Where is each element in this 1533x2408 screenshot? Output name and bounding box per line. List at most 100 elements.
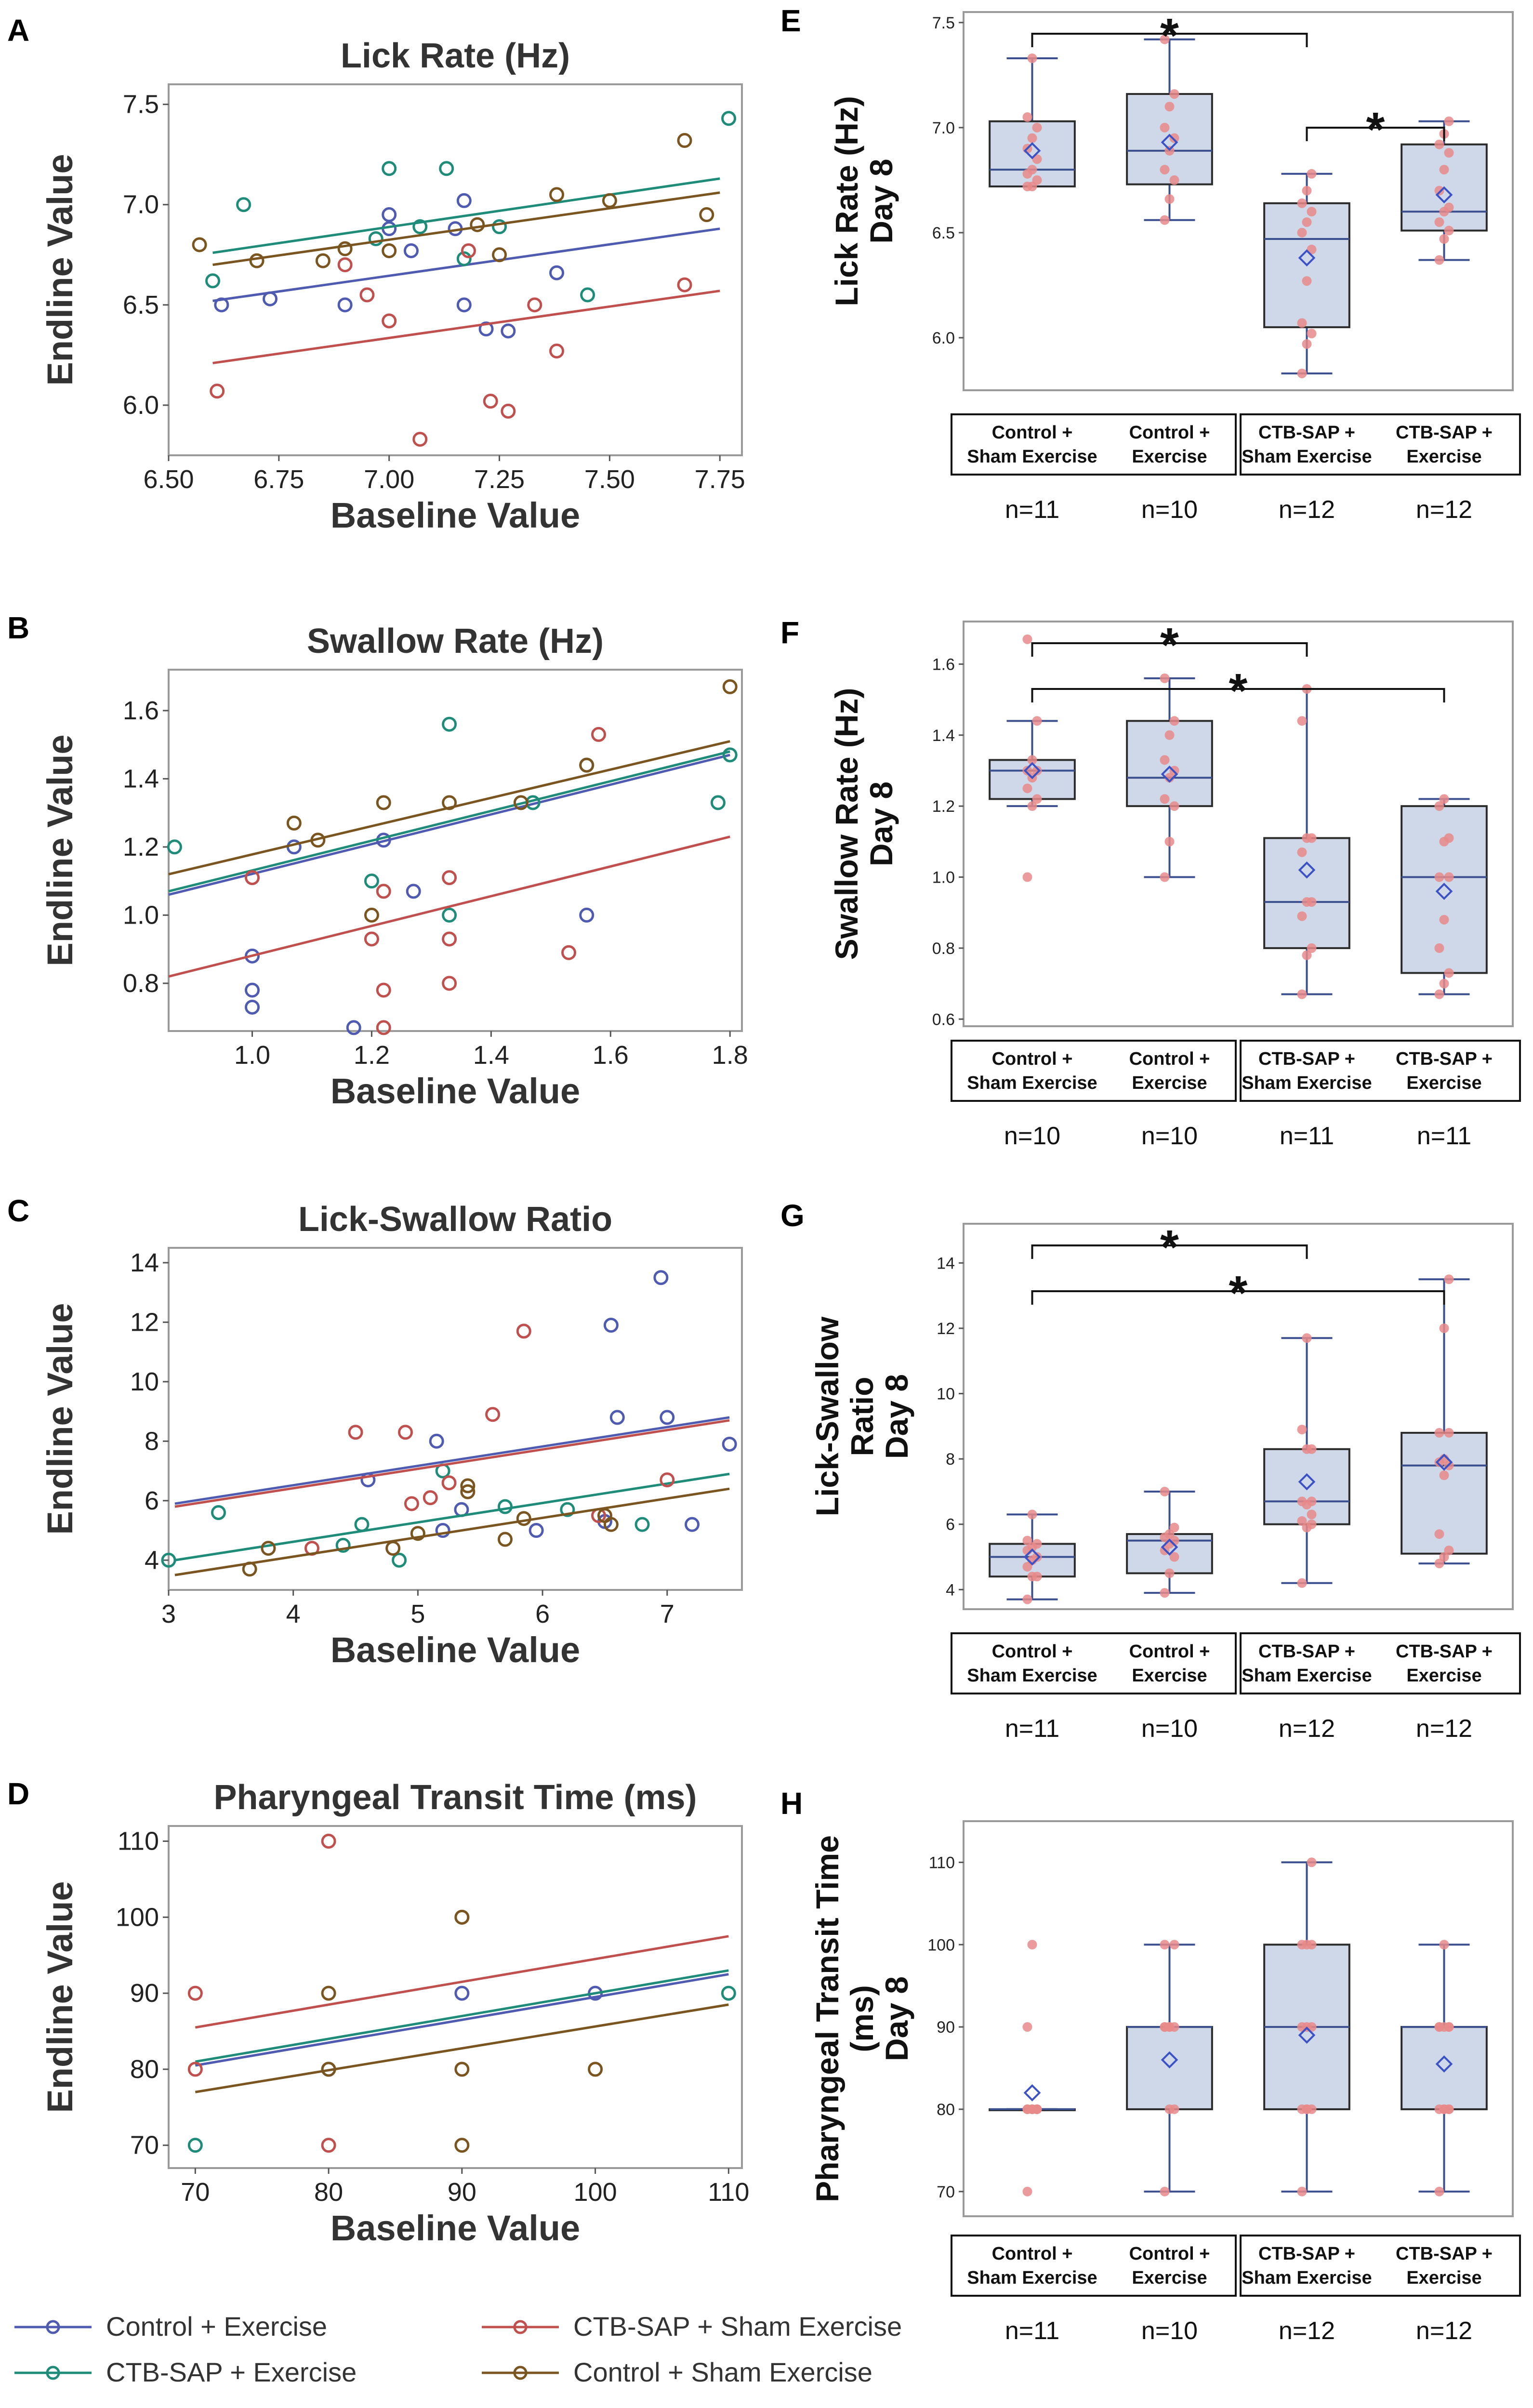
data-point-control_exercise — [501, 323, 516, 339]
panel-letter: G — [780, 1198, 805, 1233]
data-point-ctbsap_sham — [677, 277, 692, 292]
y-axis-label: Swallow Rate (Hz) — [829, 688, 864, 960]
data-point — [1307, 897, 1317, 907]
y-tick-label: 110 — [118, 1827, 159, 1856]
category-label: Sham Exercise — [967, 1666, 1097, 1686]
mean-marker — [1298, 2026, 1316, 2044]
data-point — [1439, 165, 1449, 175]
data-point-ctbsap_exercise — [721, 111, 737, 126]
data-point — [1027, 801, 1037, 811]
data-point-ctbsap_sham — [483, 394, 498, 409]
y-tick-label: 7.5 — [123, 90, 159, 119]
legend-marker-ctbsap_sham — [513, 2320, 528, 2334]
data-point-ctbsap_exercise — [492, 219, 507, 235]
sample-size: n=10 — [1141, 2317, 1198, 2345]
data-point — [1160, 794, 1170, 804]
data-point — [1444, 225, 1454, 236]
data-point — [1302, 185, 1312, 196]
y-tick-label: 100 — [116, 1903, 159, 1932]
category-label: Control + — [1129, 1049, 1210, 1069]
sample-size: n=12 — [1279, 496, 1335, 524]
legend-marker-control_sham — [513, 2366, 528, 2380]
data-point — [1164, 2022, 1175, 2032]
data-point-control_sham — [602, 193, 617, 208]
y-axis-label: Endline Value — [40, 1881, 80, 2113]
data-point-ctbsap_sham — [549, 344, 565, 359]
category-frame-control — [951, 1632, 1237, 1694]
data-point-ctbsap_sham — [404, 1496, 419, 1511]
data-point — [1160, 165, 1170, 175]
data-point — [1297, 1516, 1307, 1526]
chart-title: Swallow Rate (Hz) — [307, 622, 604, 661]
x-tick-label: 6.75 — [253, 465, 304, 494]
data-point — [1160, 34, 1170, 44]
legend-label: CTB-SAP + Exercise — [106, 2357, 357, 2387]
data-point — [1434, 943, 1444, 953]
data-point-ctbsap_sham — [442, 931, 457, 947]
data-point — [1160, 1940, 1170, 1950]
category-label: Exercise — [1132, 447, 1207, 467]
data-point-control_sham — [722, 679, 738, 694]
data-point-control_exercise — [579, 907, 595, 923]
data-point-control_exercise — [478, 321, 494, 337]
data-point-control_sham — [549, 187, 565, 202]
data-point-control_exercise — [346, 1020, 361, 1035]
scatter-panel-B: Swallow Rate (Hz) 1.0 1.2 1.4 1.6 1.8 0.8 1.0 1.… — [40, 622, 748, 1111]
x-tick-label: 80 — [314, 2178, 343, 2207]
y-tick-label: 8 — [145, 1427, 159, 1455]
data-point-ctbsap_sham — [210, 384, 225, 399]
significance-bracket — [1031, 642, 1308, 657]
data-point-ctbsap_exercise — [580, 287, 595, 303]
category-label: CTB-SAP + — [1396, 2244, 1493, 2264]
sample-size: n=10 — [1141, 496, 1198, 524]
data-point — [1444, 833, 1454, 843]
regression-line-ctbsap_sham — [212, 290, 720, 365]
panel-letter: E — [780, 3, 801, 38]
y-tick-label: 110 — [929, 1853, 955, 1872]
y-axis-label: Endline Value — [40, 734, 80, 966]
data-point-ctbsap_exercise — [354, 1517, 370, 1532]
y-tick-label: 6.5 — [123, 291, 159, 319]
data-point-control_exercise — [214, 297, 229, 313]
data-point-ctbsap_sham — [461, 243, 476, 258]
data-point — [1022, 634, 1032, 644]
y-tick-label: 1.0 — [123, 900, 159, 929]
category-label: Control + — [1129, 1641, 1210, 1662]
mean-marker — [1435, 2055, 1453, 2073]
data-point — [1164, 836, 1175, 847]
category-frame-control — [951, 1040, 1237, 1102]
data-point — [1434, 989, 1444, 999]
data-point — [1302, 217, 1312, 227]
data-point — [1032, 122, 1042, 132]
panel-letter: C — [7, 1193, 29, 1228]
data-point-control_sham — [249, 253, 264, 268]
data-point-control_sham — [497, 1532, 513, 1547]
data-point — [1297, 989, 1307, 999]
legend-marker-ctbsap_exercise — [46, 2366, 60, 2380]
category-label: CTB-SAP + — [1396, 1049, 1493, 1069]
data-point — [1307, 207, 1317, 217]
category-label: Control + — [1129, 423, 1210, 443]
y-tick-label: 6 — [946, 1516, 955, 1534]
data-point-control_sham — [460, 1478, 476, 1494]
regression-line-control_exercise — [174, 1416, 730, 1505]
sample-size: n=10 — [1141, 1715, 1198, 1743]
box-panel-H: 70 80 90 100 110 Pharyngeal Transit Time(ms)D… — [809, 1820, 1521, 2345]
data-point — [1022, 872, 1032, 882]
category-label: Exercise — [1132, 1666, 1207, 1686]
sample-size: n=11 — [1005, 496, 1059, 524]
data-point-control_exercise — [456, 297, 472, 313]
category-label: Sham Exercise — [967, 1073, 1097, 1093]
y-axis-label: Endline Value — [40, 154, 80, 385]
regression-line-control_sham — [174, 1487, 730, 1576]
data-point-ctbsap_sham — [359, 287, 375, 303]
data-point-ctbsap_exercise — [368, 231, 383, 246]
category-label: CTB-SAP + — [1258, 1641, 1355, 1662]
category-label: Sham Exercise — [1242, 1073, 1372, 1093]
y-tick-label: 1.2 — [123, 833, 159, 861]
data-point-ctbsap_exercise — [560, 1502, 575, 1517]
data-point — [1032, 1552, 1042, 1562]
data-point-ctbsap_sham — [485, 1407, 501, 1422]
